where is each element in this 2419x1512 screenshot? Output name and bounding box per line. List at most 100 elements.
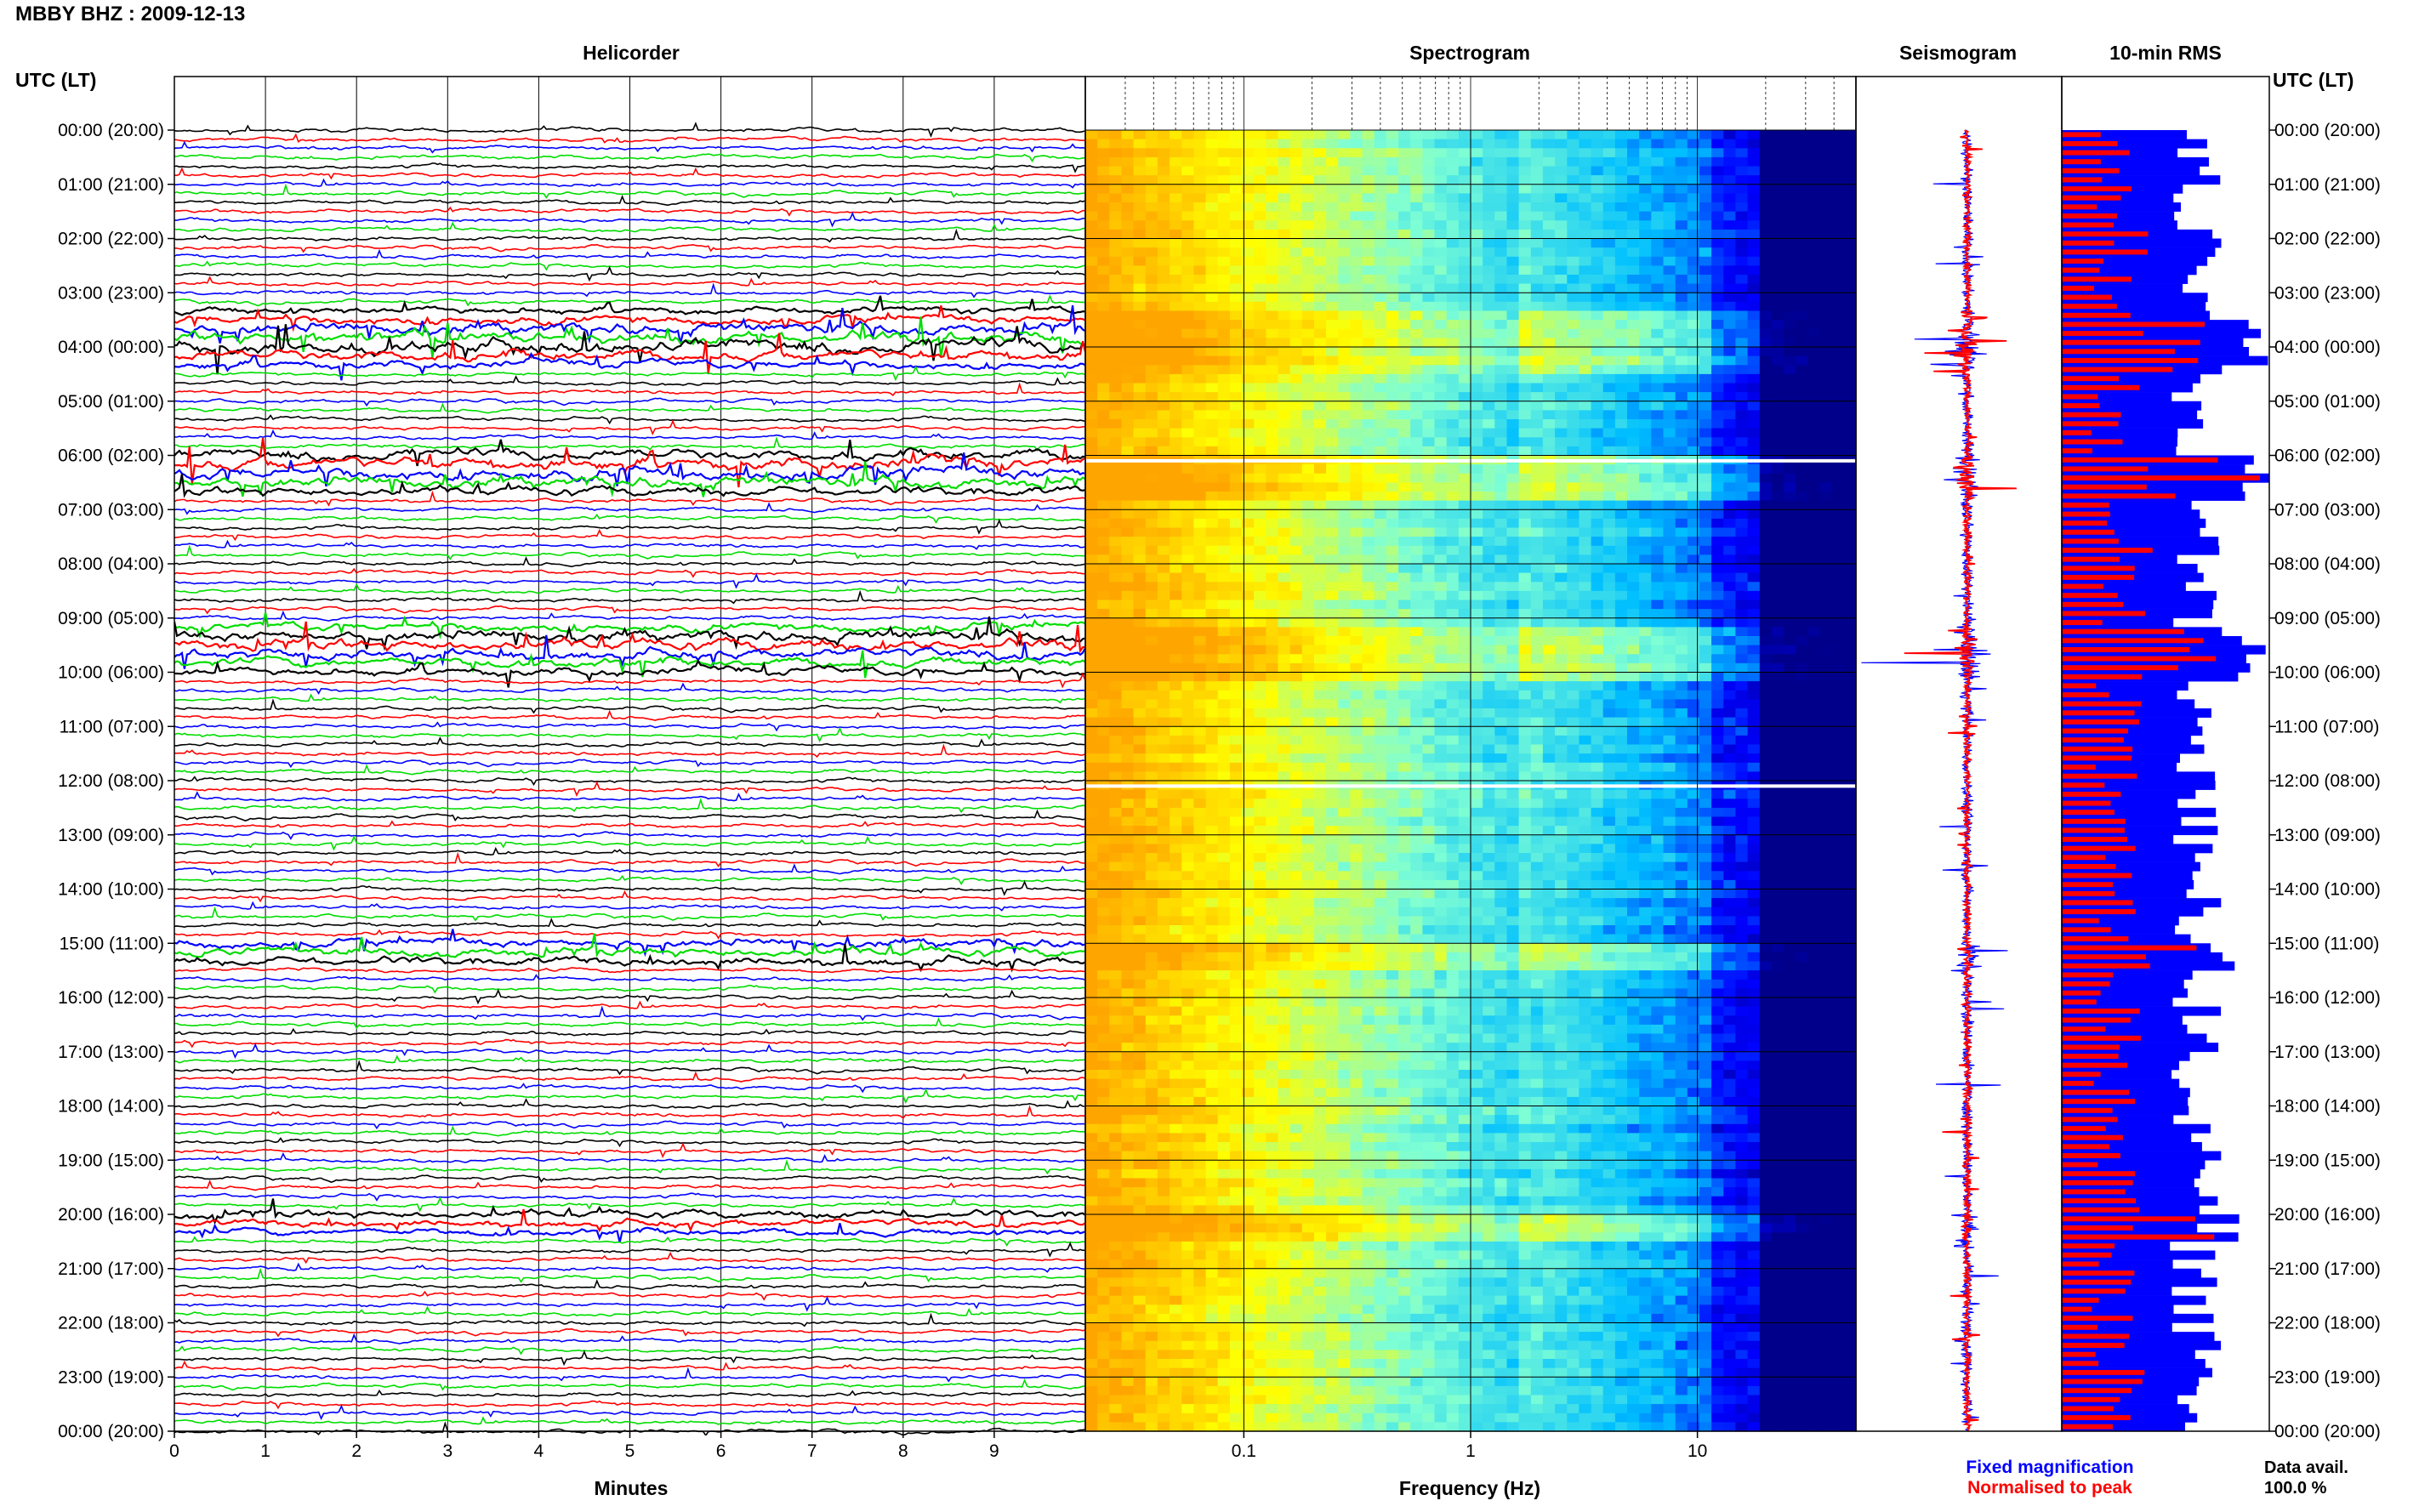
spectrogram-cell (1181, 564, 1195, 574)
spectrogram-cell (1398, 338, 1411, 348)
spectrogram-cell (1170, 130, 1182, 140)
spectrogram-cell (1591, 518, 1604, 529)
spectrogram-cell (1675, 762, 1688, 773)
spectrogram-cell (1362, 256, 1375, 267)
spectrogram-cell (1170, 690, 1182, 701)
spectrogram-cell (1819, 564, 1833, 574)
spectrogram-cell (1289, 320, 1303, 330)
spectrogram-cell (1242, 392, 1255, 402)
spectrogram-cell (1434, 293, 1448, 303)
spectrogram-cell (1723, 211, 1737, 221)
spectrogram-cell (1314, 590, 1327, 601)
spectrogram-cell (1217, 184, 1231, 195)
spectrogram-cell (1639, 662, 1652, 674)
spectrogram-cell (1266, 229, 1279, 240)
spectrogram-cell (1121, 518, 1135, 529)
spectrogram-heatmap (1084, 77, 2062, 1432)
spectrogram-cell (1422, 617, 1436, 628)
spectrogram-cell (1109, 139, 1123, 149)
spectrogram-cell (1567, 672, 1580, 682)
spectrogram-cell (1434, 238, 1448, 248)
spectrogram-cell (1133, 708, 1147, 719)
spectrogram-cell (1591, 310, 1604, 321)
spectrogram-cell (1687, 383, 1700, 393)
spectrogram-cell (1170, 247, 1182, 258)
spectrogram-cell (1278, 211, 1291, 221)
spectrogram-cell (1819, 373, 1833, 384)
spectrogram-cell (1362, 410, 1375, 420)
spectrogram-cell (1422, 771, 1436, 782)
spectrogram-cell (1422, 355, 1436, 366)
spectrogram-cell (1458, 166, 1471, 176)
spectrogram-cell (1579, 554, 1592, 565)
spectrogram-cell (1422, 256, 1436, 267)
spectrogram-cell (1759, 609, 1773, 619)
spectrogram-cell (1097, 717, 1110, 727)
spectrogram-cell (1121, 762, 1135, 773)
spectrogram-cell (1518, 717, 1532, 727)
spectrogram-cell (1205, 275, 1219, 285)
spectrogram-cell (1471, 645, 1483, 655)
spectrogram-cell (1711, 156, 1724, 168)
spectrogram-cell (1819, 193, 1833, 203)
spectrogram-cell (1170, 193, 1182, 203)
spectrogram-cell (1591, 762, 1604, 773)
spectrogram-cell (1494, 275, 1508, 285)
spectrogram-cell (1831, 590, 1845, 601)
spectrogram-cell (1133, 771, 1147, 782)
spectrogram-cell (1663, 301, 1676, 312)
spectrogram-cell (1723, 166, 1737, 176)
spectrogram-cell (1675, 148, 1688, 158)
spectrogram-cell (1663, 229, 1676, 240)
spectrogram-cell (1723, 681, 1737, 691)
helicorder-trace (174, 419, 1084, 435)
spectrogram-cell (1242, 545, 1255, 556)
spectrogram-cell (1326, 473, 1339, 484)
helicorder-trace (174, 1197, 1084, 1213)
spectrogram-cell (1614, 175, 1628, 185)
spectrogram-cell (1494, 310, 1508, 321)
spectrogram-cell (1254, 392, 1266, 402)
spectrogram-cell (1506, 744, 1520, 754)
spectrogram-cell (1289, 328, 1303, 339)
spectrogram-cell (1711, 283, 1724, 293)
spectrogram-cell (1386, 428, 1399, 438)
spectrogram-cell (1157, 338, 1170, 348)
spectrogram-cell (1699, 148, 1712, 158)
spectrogram-cell (1181, 156, 1195, 168)
spectrogram-cell (1410, 365, 1423, 375)
spectrogram-cell (1796, 220, 1808, 230)
spectrogram-cell (1242, 310, 1255, 321)
spectrogram-cell (1362, 247, 1375, 258)
spectrogram-cell (1422, 554, 1436, 565)
spectrogram-cell (1651, 275, 1665, 285)
spectrogram-cell (1530, 762, 1544, 773)
spectrogram-cell (1242, 708, 1255, 719)
spectrogram-cell (1242, 410, 1255, 420)
spectrogram-cell (1831, 392, 1845, 402)
spectrogram-cell (1831, 582, 1845, 592)
spectrogram-cell (1398, 202, 1411, 213)
spectrogram-cell (1181, 373, 1195, 384)
helicorder-trace (174, 846, 1084, 856)
spectrogram-cell (1278, 473, 1291, 484)
spectrogram-cell (1831, 518, 1845, 529)
spectrogram-cell (1747, 283, 1761, 293)
spectrogram-cell (1627, 220, 1640, 230)
spectrogram-cell (1518, 690, 1532, 701)
spectrogram-cell (1639, 482, 1652, 492)
spectrogram-cell (1338, 437, 1352, 447)
spectrogram-cell (1591, 410, 1604, 420)
spectrogram-cell (1567, 492, 1580, 502)
spectrogram-cell (1350, 247, 1363, 258)
spectrogram-cell (1494, 347, 1508, 357)
spectrogram-cell (1170, 527, 1182, 537)
spectrogram-cell (1193, 392, 1207, 402)
spectrogram-cell (1374, 392, 1387, 402)
spectrogram-cell (1651, 310, 1665, 321)
spectrogram-cell (1422, 662, 1436, 674)
spectrogram-cell (1747, 193, 1761, 203)
spectrogram-cell (1518, 265, 1532, 276)
spectrogram-cell (1518, 202, 1532, 213)
spectrogram-cell (1614, 247, 1628, 258)
